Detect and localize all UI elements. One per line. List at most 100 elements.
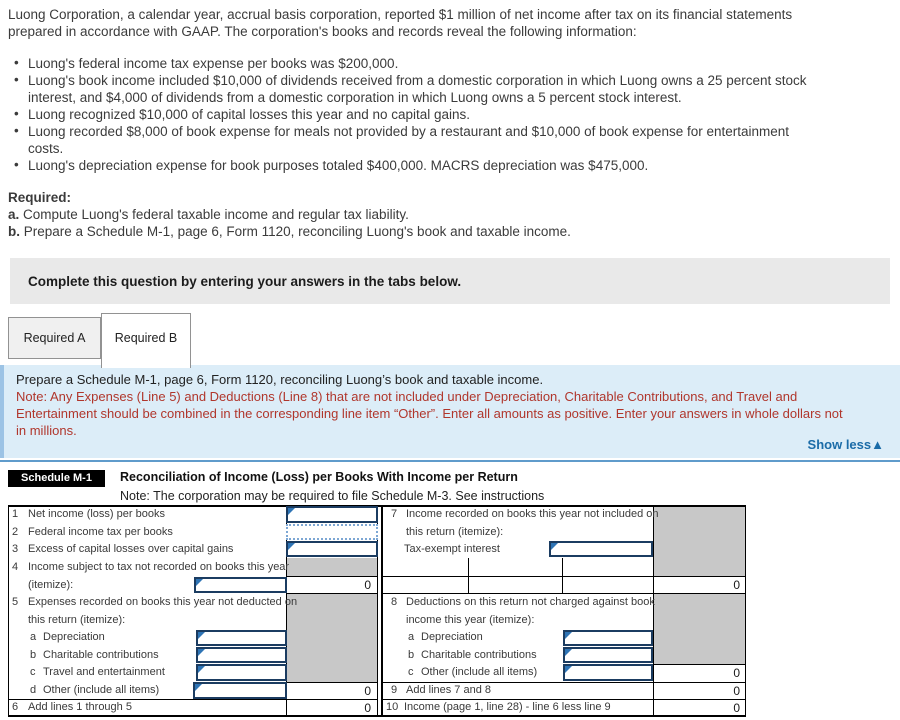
line-number: 8 <box>391 596 398 608</box>
bullet-text: costs. <box>28 141 64 156</box>
line4-itemize-input[interactable] <box>194 577 287 593</box>
line3-amount-input[interactable] <box>286 541 378 557</box>
column-rule <box>653 505 654 717</box>
line-number: 10 <box>386 701 399 713</box>
intro-line: prepared in accordance with GAAP. The co… <box>8 24 637 39</box>
list-item: • Luong's book income included $10,000 o… <box>8 72 807 106</box>
line-letter: a <box>408 631 415 643</box>
line4-total: 0 <box>364 578 371 592</box>
line-number: 1 <box>12 508 19 520</box>
line7-tax-exempt-label: Tax-exempt interest <box>404 543 500 555</box>
tab-required-a[interactable]: Required A <box>8 317 101 359</box>
line-number: 4 <box>12 561 19 573</box>
line9-total: 0 <box>733 684 740 698</box>
row-rule <box>382 699 745 700</box>
line9-label: Add lines 7 and 8 <box>406 684 492 696</box>
table-border <box>8 505 9 717</box>
line6-total: 0 <box>364 701 371 715</box>
line7-label: Income recorded on books this year not i… <box>406 508 659 520</box>
required-heading: Required: <box>8 190 72 205</box>
list-item: • Luong recorded $8,000 of book expense … <box>8 123 807 157</box>
bullet-text: Luong's book income included $10,000 of … <box>28 73 807 88</box>
line2-label: Federal income tax per books <box>28 526 173 538</box>
row-rule <box>382 576 745 577</box>
line7-total: 0 <box>733 578 740 592</box>
line5c-input[interactable] <box>196 664 287 681</box>
line8a-input[interactable] <box>563 630 653 646</box>
writein-rule <box>562 558 563 593</box>
line5-label: Expenses recorded on books this year not… <box>28 596 298 608</box>
line5d-label: Other (include all items) <box>43 684 160 696</box>
line10-label: Income (page 1, line 28) - line 6 less l… <box>404 701 611 713</box>
line5a-label: Depreciation <box>43 631 105 643</box>
tab-label: Required B <box>114 331 178 345</box>
bullet-list: • Luong's federal income tax expense per… <box>8 55 807 174</box>
line5d-input[interactable] <box>193 682 287 699</box>
panel-note-line: Note: Any Expenses (Line 5) and Deductio… <box>16 389 798 404</box>
bullet-text: interest, and $4,000 of dividends from a… <box>28 90 682 105</box>
line-number: 9 <box>391 684 398 696</box>
instruction-panel: Prepare a Schedule M-1, page 6, Form 112… <box>0 365 900 458</box>
bullet-text: Luong recorded $8,000 of book expense fo… <box>28 124 790 139</box>
line5-total: 0 <box>364 684 371 698</box>
line-letter: a <box>30 631 37 643</box>
show-less-link[interactable]: Show less▲ <box>808 437 884 452</box>
shaded-cell <box>654 507 745 576</box>
table-border <box>745 505 746 717</box>
line8-label-cont: income this year (itemize): <box>406 614 535 626</box>
line-letter: d <box>30 684 37 696</box>
item-text: Prepare a Schedule M-1, page 6, Form 112… <box>20 224 571 239</box>
line8b-input[interactable] <box>563 647 653 663</box>
line8b-label: Charitable contributions <box>421 649 537 661</box>
row-rule <box>653 664 745 665</box>
panel-instruction: Prepare a Schedule M-1, page 6, Form 112… <box>16 372 544 387</box>
line-letter: c <box>408 666 414 678</box>
row-rule <box>286 593 378 594</box>
item-prefix: b. <box>8 224 20 239</box>
line2-amount-input[interactable] <box>286 524 378 540</box>
line5a-input[interactable] <box>196 630 287 646</box>
bullet-icon: • <box>14 123 19 138</box>
line4-label: Income subject to tax not recorded on bo… <box>28 561 290 573</box>
tab-required-b[interactable]: Required B <box>101 313 191 368</box>
line-number: 2 <box>12 526 19 538</box>
line6-label: Add lines 1 through 5 <box>28 701 132 713</box>
required-item-b: b. Prepare a Schedule M-1, page 6, Form … <box>8 223 571 240</box>
bullet-icon: • <box>14 72 19 87</box>
writein-rule <box>468 558 469 593</box>
shaded-cell <box>287 594 377 682</box>
bullet-text: Luong's depreciation expense for book pu… <box>28 158 649 173</box>
line8a-label: Depreciation <box>421 631 483 643</box>
line5c-label: Travel and entertainment <box>43 666 165 678</box>
schedule-m1-subtitle: Note: The corporation may be required to… <box>120 489 545 503</box>
column-rule <box>286 505 287 717</box>
row-rule <box>8 699 378 700</box>
bullet-icon: • <box>14 55 19 70</box>
intro-line: Luong Corporation, a calendar year, accr… <box>8 7 793 22</box>
line3-label: Excess of capital losses over capital ga… <box>28 543 234 555</box>
line-number: 7 <box>391 508 398 520</box>
table-divider <box>381 505 383 717</box>
list-item: • Luong's depreciation expense for book … <box>8 157 807 174</box>
line5b-label: Charitable contributions <box>43 649 159 661</box>
panel-divider <box>0 460 900 462</box>
line-number: 6 <box>12 701 19 713</box>
line8c-input[interactable] <box>563 664 653 681</box>
line8c-label: Other (include all items) <box>421 666 538 678</box>
line-number: 3 <box>12 543 19 555</box>
line5-label-cont: this return (itemize): <box>28 614 126 626</box>
line5b-input[interactable] <box>196 647 287 663</box>
line-letter: b <box>408 649 415 661</box>
chevron-up-icon: ▲ <box>871 437 884 452</box>
row-rule <box>286 682 378 683</box>
row-rule <box>382 682 745 683</box>
banner-text: Complete this question by entering your … <box>28 273 462 289</box>
line7-tax-exempt-input[interactable] <box>549 541 653 557</box>
list-item: • Luong recognized $10,000 of capital lo… <box>8 106 807 123</box>
line-letter: c <box>30 666 36 678</box>
list-item: • Luong's federal income tax expense per… <box>8 55 807 72</box>
schedule-m1-title: Reconciliation of Income (Loss) per Book… <box>120 470 518 484</box>
bullet-icon: • <box>14 106 19 121</box>
line4-label-cont: (itemize): <box>28 579 74 591</box>
line1-amount-input[interactable] <box>286 506 378 523</box>
